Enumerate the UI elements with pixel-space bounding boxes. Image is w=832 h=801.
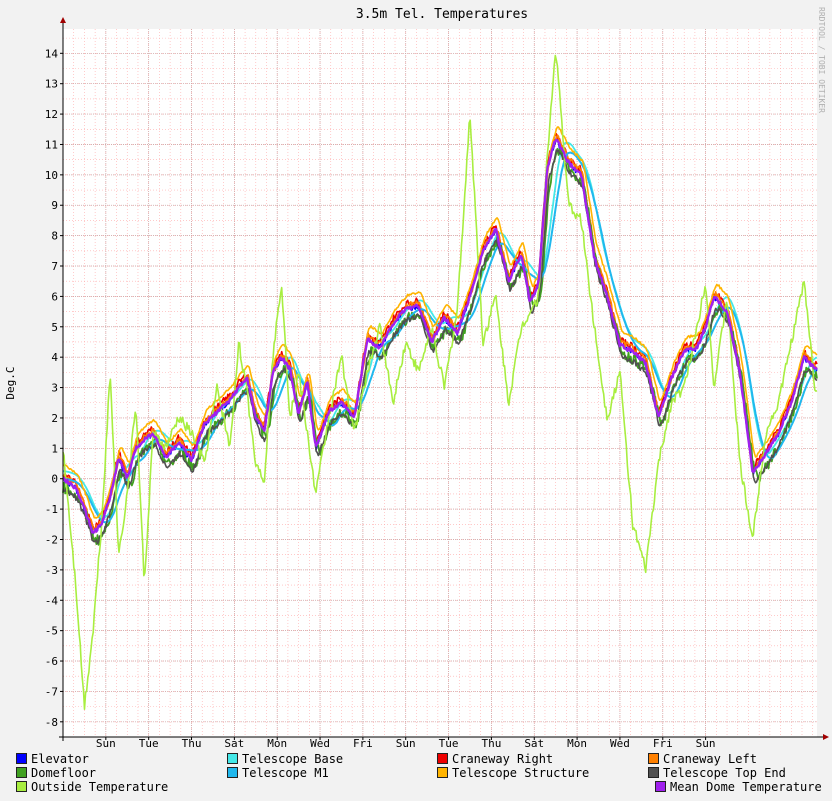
legend-label: Mean Dome Temperature [670,780,822,794]
y-tick-label: -7 [45,685,58,698]
y-tick-label: -2 [45,533,58,546]
legend-item-telescope-base: Telescope Base [227,752,343,766]
x-tick-label: Sun [696,737,716,750]
legend-label: Outside Temperature [31,780,169,794]
x-tick-label: Wed [310,737,330,750]
y-tick-label: -1 [45,503,58,516]
y-tick-label: 3 [51,382,58,395]
legend-swatch [227,753,238,764]
legend-swatch [648,767,659,778]
legend-item-telescope-structure: Telescope Structure [437,766,589,780]
x-tick-label: Sat [524,737,544,750]
x-tick-label: Thu [481,737,501,750]
x-tick-label: Mon [267,737,287,750]
y-tick-label: 8 [51,230,58,243]
x-tick-label: Tue [139,737,159,750]
y-tick-label: -8 [45,716,58,729]
legend-item-mean-dome-temperature: Mean Dome Temperature [655,780,822,794]
legend-item-elevator: Elevator [16,752,89,766]
legend-swatch [655,781,666,792]
y-tick-label: 5 [51,321,58,334]
legend-item-telescope-m1: Telescope M1 [227,766,329,780]
y-tick-label: 4 [51,351,58,364]
y-tick-label: 11 [45,138,58,151]
y-axis-arrow [60,17,66,23]
legend-swatch [648,753,659,764]
y-tick-label: -6 [45,655,58,668]
legend-swatch [227,767,238,778]
series-line-mean-dome-temperature [62,138,818,534]
chart-title: 3.5m Tel. Temperatures [356,7,528,22]
legend-item-telescope-top-end: Telescope Top End [648,766,786,780]
x-tick-label: Tue [439,737,459,750]
x-tick-label: Sat [224,737,244,750]
x-tick-label: Fri [653,737,673,750]
y-axis-label: Deg.C [4,366,17,399]
plot-area [63,29,817,737]
legend-item-domefloor: Domefloor [16,766,96,780]
legend-label: Craneway Right [452,752,554,766]
y-tick-label: -5 [45,625,58,638]
y-tick-label: 10 [45,169,58,182]
legend-label: Domefloor [31,766,97,780]
y-tick-label: 1 [51,442,58,455]
x-axis-arrow [823,734,829,740]
x-tick-label: Mon [567,737,587,750]
y-tick-label: -3 [45,564,58,577]
legend-swatch [437,753,448,764]
rrdtool-watermark: RRDTOOL / TOBI OETIKER [817,7,826,113]
legend-label: Telescope Base [242,752,344,766]
x-tick-label: Fri [353,737,373,750]
legend-item-outside-temperature: Outside Temperature [16,780,168,794]
y-tick-label: 12 [45,108,58,121]
series-line-outside-temperature [62,54,818,711]
legend-swatch [16,767,27,778]
legend-label: Telescope Top End [663,766,786,780]
legend-swatch [16,753,27,764]
series-line-telescope-structure [62,126,818,519]
x-tick-label: Sun [396,737,416,750]
legend-item-craneway-left: Craneway Left [648,752,757,766]
y-tick-label: 14 [45,47,59,60]
legend-label: Telescope M1 [242,766,329,780]
x-tick-label: Wed [610,737,630,750]
y-tick-label: 13 [45,78,58,91]
x-tick-label: Sun [96,737,116,750]
x-tick-label: Thu [182,737,202,750]
legend-label: Telescope Structure [452,766,590,780]
y-tick-label: 0 [51,473,58,486]
legend-label: Elevator [31,752,89,766]
chart-legend: Elevator Telescope Base Craneway Right C… [0,750,832,801]
y-tick-label: 7 [51,260,58,273]
y-tick-label: 9 [51,199,58,212]
y-tick-label: 6 [51,290,58,303]
legend-swatch [437,767,448,778]
legend-item-craneway-right: Craneway Right [437,752,553,766]
y-tick-label: 2 [51,412,58,425]
legend-swatch [16,781,27,792]
y-tick-label: -4 [45,594,59,607]
legend-label: Craneway Left [663,752,757,766]
